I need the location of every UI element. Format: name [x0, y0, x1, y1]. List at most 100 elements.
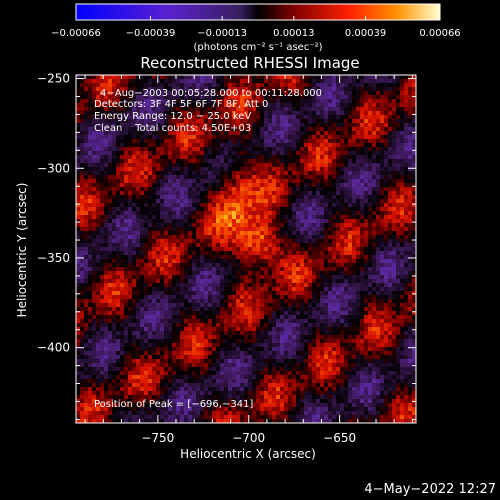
heatmap-cell — [392, 199, 396, 203]
heatmap-cell — [148, 243, 152, 247]
heatmap-cell — [308, 127, 312, 131]
heatmap-cell — [296, 91, 300, 95]
heatmap-cell — [220, 279, 224, 283]
heatmap-cell — [256, 139, 260, 143]
heatmap-cell — [392, 155, 396, 159]
heatmap-cell — [384, 247, 388, 251]
heatmap-cell — [216, 147, 220, 151]
heatmap-cell — [300, 143, 304, 147]
heatmap-cell — [368, 139, 372, 143]
heatmap-cell — [184, 179, 188, 183]
heatmap-cell — [180, 199, 184, 203]
heatmap-cell — [244, 75, 248, 79]
heatmap-cell — [356, 203, 360, 207]
heatmap-cell — [180, 291, 184, 295]
heatmap-cell — [380, 223, 384, 227]
heatmap-cell — [248, 75, 252, 79]
heatmap-cell — [260, 99, 264, 103]
heatmap-cell — [156, 143, 160, 147]
heatmap-cell — [76, 251, 80, 255]
heatmap-cell — [312, 147, 316, 151]
heatmap-cell — [148, 187, 152, 191]
heatmap-cell — [400, 255, 404, 259]
heatmap-cell — [400, 219, 404, 223]
heatmap-cell — [260, 183, 264, 187]
heatmap-cell — [304, 223, 308, 227]
heatmap-cell — [248, 83, 252, 87]
heatmap-cell — [132, 263, 136, 267]
heatmap-cell — [288, 235, 292, 239]
heatmap-cell — [80, 135, 84, 139]
heatmap-cell — [124, 219, 128, 223]
heatmap-cell — [88, 271, 92, 275]
heatmap-cell — [248, 207, 252, 211]
heatmap-cell — [296, 223, 300, 227]
heatmap-cell — [360, 219, 364, 223]
heatmap-cell — [316, 131, 320, 135]
heatmap-cell — [196, 259, 200, 263]
heatmap-cell — [376, 179, 380, 183]
heatmap-cell — [88, 299, 92, 303]
heatmap-cell — [148, 115, 152, 119]
heatmap-cell — [372, 99, 376, 103]
heatmap-cell — [184, 131, 188, 135]
heatmap-cell — [184, 235, 188, 239]
heatmap-cell — [332, 87, 336, 91]
heatmap-cell — [92, 91, 96, 95]
heatmap-cell — [176, 79, 180, 83]
heatmap-cell — [328, 235, 332, 239]
heatmap-cell — [396, 231, 400, 235]
heatmap-cell — [412, 123, 416, 127]
heatmap-cell — [200, 227, 204, 231]
heatmap-cell — [216, 203, 220, 207]
heatmap-cell — [400, 171, 404, 175]
heatmap-cell — [316, 191, 320, 195]
heatmap-cell — [164, 299, 168, 303]
heatmap-cell — [388, 91, 392, 95]
heatmap-cell — [384, 303, 388, 307]
heatmap-cell — [280, 235, 284, 239]
heatmap-cell — [124, 307, 128, 311]
heatmap-cell — [116, 275, 120, 279]
heatmap-cell — [408, 83, 412, 87]
heatmap-cell — [304, 119, 308, 123]
heatmap-cell — [408, 87, 412, 91]
heatmap-cell — [216, 291, 220, 295]
heatmap-cell — [140, 263, 144, 267]
heatmap-cell — [300, 223, 304, 227]
heatmap-cell — [196, 183, 200, 187]
heatmap-cell — [156, 231, 160, 235]
heatmap-cell — [232, 111, 236, 115]
heatmap-cell — [308, 303, 312, 307]
heatmap-cell — [116, 239, 120, 243]
heatmap-cell — [320, 171, 324, 175]
heatmap-cell — [80, 147, 84, 151]
heatmap-cell — [388, 299, 392, 303]
heatmap-cell — [80, 215, 84, 219]
heatmap-cell — [388, 279, 392, 283]
heatmap-cell — [296, 163, 300, 167]
heatmap-cell — [324, 131, 328, 135]
heatmap-cell — [308, 175, 312, 179]
heatmap-cell — [236, 75, 240, 79]
heatmap-cell — [148, 103, 152, 107]
heatmap-cell — [380, 135, 384, 139]
heatmap-cell — [344, 199, 348, 203]
heatmap-cell — [396, 183, 400, 187]
heatmap-cell — [180, 179, 184, 183]
heatmap-cell — [400, 279, 404, 283]
heatmap-cell — [112, 171, 116, 175]
heatmap-cell — [188, 235, 192, 239]
heatmap-cell — [344, 215, 348, 219]
heatmap-cell — [100, 75, 104, 79]
heatmap-cell — [96, 127, 100, 131]
heatmap-cell — [188, 223, 192, 227]
heatmap-cell — [320, 151, 324, 155]
heatmap-cell — [292, 227, 296, 231]
heatmap-cell — [404, 255, 408, 259]
heatmap-cell — [208, 227, 212, 231]
heatmap-cell — [348, 239, 352, 243]
heatmap-cell — [104, 255, 108, 259]
heatmap-cell — [300, 239, 304, 243]
heatmap-cell — [148, 123, 152, 127]
